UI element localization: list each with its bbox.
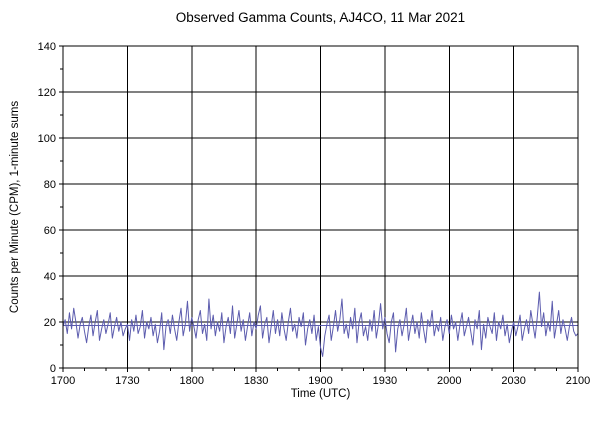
x-tick-label: 1700 <box>51 375 75 387</box>
y-tick-label: 140 <box>38 41 56 53</box>
x-tick-label: 2000 <box>437 375 461 387</box>
x-tick-label: 2030 <box>501 375 525 387</box>
x-axis-label: Time (UTC) <box>290 388 351 400</box>
x-tick-label: 2100 <box>566 375 590 387</box>
chart-title: Observed Gamma Counts, AJ4CO, 11 Mar 202… <box>175 10 466 25</box>
y-tick-label: 120 <box>38 87 56 99</box>
y-tick-label: 80 <box>44 179 56 191</box>
x-tick-label: 1830 <box>244 375 268 387</box>
y-tick-label: 40 <box>44 271 56 283</box>
gamma-counts-trace <box>62 291 579 357</box>
x-tick-label: 1800 <box>180 375 204 387</box>
y-tick-label: 20 <box>44 317 56 329</box>
y-tick-label: 0 <box>50 363 56 375</box>
y-tick-label: 100 <box>38 133 56 145</box>
y-tick-label: 60 <box>44 225 56 237</box>
x-tick-label: 1900 <box>308 375 332 387</box>
x-tick-label: 1730 <box>115 375 139 387</box>
x-tick-label: 1930 <box>373 375 397 387</box>
y-axis-label: Counts per Minute (CPM), 1-minute sums <box>9 100 21 314</box>
